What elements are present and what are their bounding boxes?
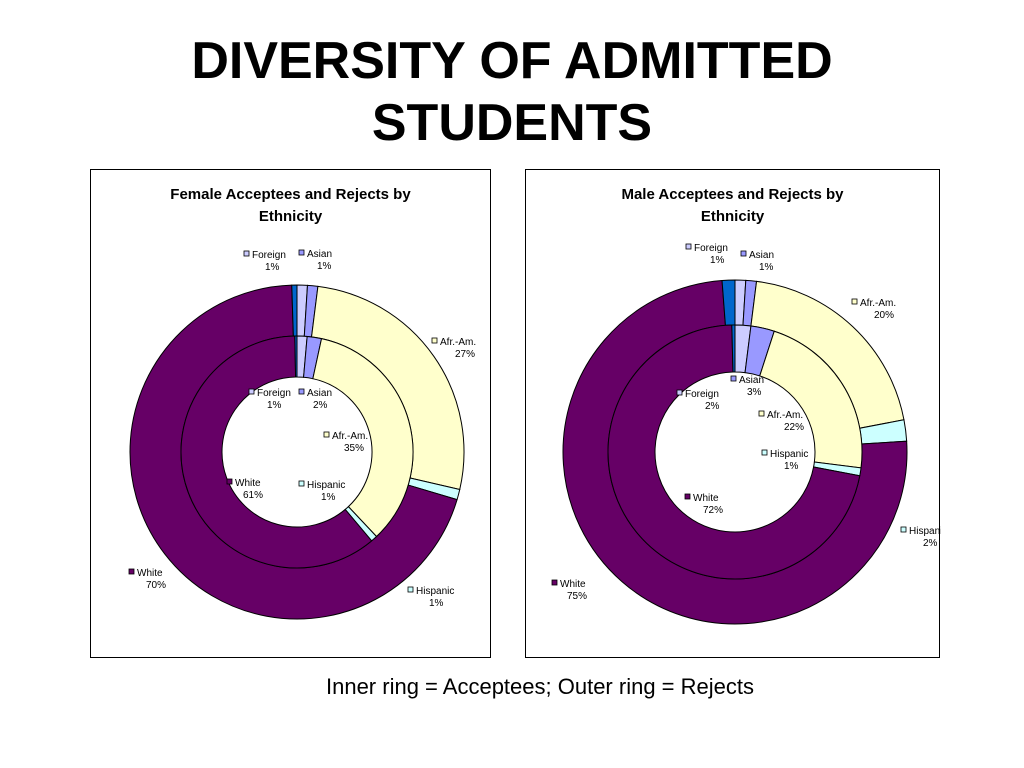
male-outer-label-name-asian: Asian — [749, 250, 774, 261]
male-inner-label-key-hispanic — [761, 449, 768, 456]
male-outer-label-pct-foreign: 1% — [710, 255, 725, 266]
male-inner-label-name-white: White — [693, 493, 719, 504]
female-inner-slice-white — [180, 335, 373, 569]
female-outer-label-key-asian — [298, 249, 305, 256]
female-inner-label-name-foreign: Foreign — [257, 388, 291, 399]
female-outer-label-pct-hispanic: 1% — [429, 598, 444, 609]
male-outer-label-key-hispanic — [900, 526, 907, 533]
slide-title: DIVERSITY OF ADMITTED STUDENTS — [0, 30, 1024, 154]
female-inner-label-pct-foreign: 1% — [267, 400, 282, 411]
male-outer-label-hispanic: Hispanic2% — [900, 526, 941, 549]
male-outer-label-pct-afr-am: 20% — [874, 310, 894, 321]
male-outer-label-name-hispanic: Hispanic — [909, 526, 941, 537]
male-outer-label-name-white: White — [560, 579, 586, 590]
female-inner-label-key-asian — [298, 388, 305, 395]
slide-title-line2: STUDENTS — [371, 94, 653, 152]
male-inner-label-pct-asian: 3% — [747, 387, 762, 398]
male-outer-label-key-white — [551, 579, 558, 586]
female-outer-label-key-hispanic — [407, 586, 414, 593]
female-outer-label-name-asian: Asian — [307, 249, 332, 260]
male-outer-label-pct-white: 75% — [567, 591, 587, 602]
female-outer-label-name-foreign: Foreign — [252, 250, 286, 261]
female-inner-label-pct-hispanic: 1% — [321, 492, 336, 503]
female-inner-label-name-asian: Asian — [307, 388, 332, 399]
female-inner-label-name-afr-am: Afr.-Am. — [332, 431, 368, 442]
slide-title-line1: DIVERSITY OF ADMITTED — [191, 32, 833, 90]
male-chart-title-line1: Male Acceptees and Rejects by — [621, 186, 844, 203]
female-inner-label-pct-white: 61% — [243, 490, 263, 501]
male-chart-title-line2: Ethnicity — [700, 208, 765, 225]
male-inner-label-name-foreign: Foreign — [685, 389, 719, 400]
female-outer-label-name-hispanic: Hispanic — [416, 586, 454, 597]
male-inner-label-key-foreign — [676, 389, 683, 396]
male-inner-label-name-afr-am: Afr.-Am. — [767, 410, 803, 421]
female-donut-svg: Foreign1%Asian2%Afr.-Am.35%Hispanic1%Whi… — [128, 249, 476, 620]
male-chart-title: Male Acceptees and Rejects by Ethnicity — [526, 184, 939, 228]
male-inner-label-pct-hispanic: 1% — [784, 461, 799, 472]
female-outer-label-afr-am: Afr.-Am.27% — [431, 337, 476, 360]
male-outer-label-afr-am: Afr.-Am.20% — [851, 298, 896, 321]
female-inner-label-pct-afr-am: 35% — [344, 443, 364, 454]
female-inner-label-name-white: White — [235, 478, 261, 489]
male-inner-label-pct-foreign: 2% — [705, 401, 720, 412]
female-outer-label-key-foreign — [243, 250, 250, 257]
male-outer-label-key-asian — [740, 250, 747, 257]
male-outer-label-pct-asian: 1% — [759, 262, 774, 273]
female-chart-title-line2: Ethnicity — [258, 208, 323, 225]
male-inner-label-key-afr-am — [758, 410, 765, 417]
male-donut-svg: Foreign2%Asian3%Afr.-Am.22%Hispanic1%Whi… — [551, 243, 941, 625]
female-outer-label-pct-white: 70% — [146, 580, 166, 591]
female-outer-label-name-afr-am: Afr.-Am. — [440, 337, 476, 348]
male-inner-label-pct-afr-am: 22% — [784, 422, 804, 433]
male-donut-chart: Male Acceptees and Rejects by Ethnicity … — [525, 169, 941, 658]
female-inner-slice-afr-am — [312, 338, 414, 538]
female-chart-title: Female Acceptees and Rejects by Ethnicit… — [91, 184, 490, 228]
female-outer-label-name-white: White — [137, 568, 163, 579]
female-outer-label-pct-asian: 1% — [317, 261, 332, 272]
female-outer-label-key-afr-am — [431, 337, 438, 344]
male-outer-label-name-afr-am: Afr.-Am. — [860, 298, 896, 309]
male-inner-label-afr-am: Afr.-Am.22% — [758, 410, 804, 433]
ring-legend-note: Inner ring = Acceptees; Outer ring = Rej… — [325, 674, 754, 699]
female-outer-label-pct-foreign: 1% — [265, 262, 280, 273]
female-inner-label-name-hispanic: Hispanic — [307, 480, 345, 491]
male-inner-slice-white — [607, 324, 861, 580]
female-inner-label-key-afr-am — [323, 431, 330, 438]
male-inner-label-pct-white: 72% — [703, 505, 723, 516]
female-inner-label-afr-am: Afr.-Am.35% — [323, 431, 368, 454]
male-outer-label-pct-hispanic: 2% — [923, 538, 938, 549]
female-inner-label-key-foreign — [248, 388, 255, 395]
female-inner-label-key-hispanic — [298, 480, 305, 487]
female-inner-slice-other — [294, 335, 298, 378]
male-outer-label-key-foreign — [685, 243, 692, 250]
female-inner-label-pct-asian: 2% — [313, 400, 328, 411]
female-outer-label-key-white — [128, 568, 135, 575]
male-outer-label-name-foreign: Foreign — [694, 243, 728, 254]
male-inner-slice-other — [731, 324, 736, 373]
female-inner-label-key-white — [226, 478, 233, 485]
male-outer-label-key-afr-am — [851, 298, 858, 305]
male-inner-label-key-white — [684, 493, 691, 500]
male-inner-label-key-asian — [730, 375, 737, 382]
female-outer-label-pct-afr-am: 27% — [455, 349, 475, 360]
male-inner-label-name-hispanic: Hispanic — [770, 449, 808, 460]
female-chart-title-line1: Female Acceptees and Rejects by — [170, 186, 411, 203]
male-inner-label-name-asian: Asian — [739, 375, 764, 386]
female-donut-chart: Female Acceptees and Rejects by Ethnicit… — [90, 169, 491, 658]
